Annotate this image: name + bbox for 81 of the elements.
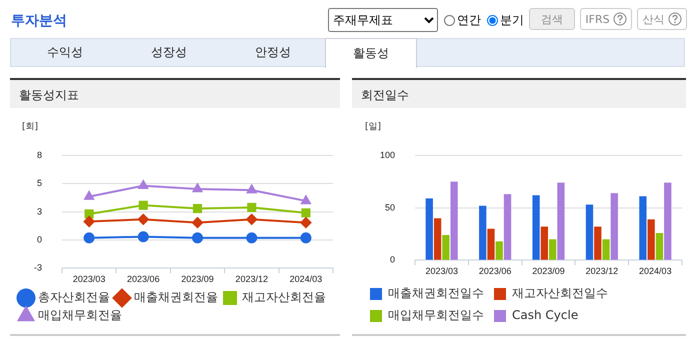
- legend-label: 매출채권회전율: [134, 290, 218, 304]
- legend-label: 매출채권회전일수: [388, 286, 484, 300]
- x-tick-label: 2023/06: [478, 266, 512, 276]
- legend-label: 재고자산회전일수: [512, 286, 608, 300]
- chart-title: 회전일수: [352, 78, 686, 108]
- bar: [532, 195, 540, 260]
- bar: [504, 194, 512, 260]
- point: [138, 180, 148, 190]
- point: [84, 232, 95, 244]
- y-tick-label: -3: [34, 262, 42, 273]
- x-tick-label: 2023/09: [181, 274, 214, 284]
- bar: [664, 182, 672, 260]
- point: [301, 195, 311, 204]
- text: 수익성: [46, 44, 84, 61]
- x-tick-label: 2023/06: [127, 274, 160, 284]
- point: [246, 232, 258, 244]
- bar: [639, 196, 647, 260]
- legend-label: 총자산회전율: [38, 290, 110, 304]
- y-axis-title: [회]: [22, 121, 38, 133]
- bar: [442, 235, 450, 260]
- y-tick-label: 3: [36, 206, 42, 216]
- legend-label: 매입채무회전율: [38, 308, 122, 322]
- bar: [479, 206, 486, 260]
- x-tick-label: 2024/03: [639, 266, 672, 276]
- y-axis-title: [일]: [365, 121, 382, 133]
- bar: [426, 198, 433, 260]
- text: 연간: [456, 12, 481, 28]
- point: [84, 209, 94, 219]
- point: [84, 216, 95, 228]
- text: 주재무제표: [328, 8, 438, 32]
- legend-label: 매입채무회전일수: [388, 308, 484, 322]
- y-tick-label: 0: [390, 254, 396, 265]
- text: 투자분석: [11, 12, 67, 30]
- point: [300, 217, 312, 228]
- point: [138, 200, 148, 210]
- x-tick-label: 2023/12: [235, 274, 268, 284]
- point: [138, 231, 149, 242]
- y-tick-label: 100: [380, 150, 396, 160]
- x-tick-label: 2023/03: [425, 266, 458, 276]
- bar: [656, 232, 664, 260]
- x-tick-label: 2023/09: [532, 266, 565, 276]
- text: IFRS: [580, 8, 632, 30]
- point: [300, 232, 312, 244]
- y-tick-label: 0: [36, 234, 42, 244]
- bar: [496, 241, 503, 260]
- x-tick-label: 2023/03: [72, 274, 106, 284]
- text: 분기: [499, 12, 524, 28]
- bar: [434, 218, 442, 260]
- y-tick-label: 50: [385, 202, 396, 212]
- bar: [540, 226, 548, 260]
- text: 성장성: [150, 44, 188, 61]
- bar: [450, 182, 458, 260]
- point: [192, 217, 203, 228]
- point: [192, 204, 202, 214]
- bar: [648, 219, 655, 260]
- y-tick-label: 5: [36, 178, 42, 188]
- point: [301, 208, 310, 218]
- text: 안정성: [254, 44, 292, 61]
- point: [247, 202, 256, 212]
- bar: [594, 226, 602, 260]
- bar: [557, 182, 565, 260]
- text: 산식: [637, 8, 687, 30]
- text: 활동성: [325, 38, 417, 68]
- bar: [549, 239, 556, 260]
- point: [84, 191, 94, 200]
- point: [192, 184, 202, 192]
- chart-title: 활동성지표: [10, 78, 340, 108]
- point: [138, 214, 149, 225]
- y-tick-label: 8: [36, 150, 42, 160]
- legend-label: 재고자산회전율: [242, 290, 326, 304]
- point: [246, 214, 258, 225]
- x-tick-label: 2023/12: [586, 266, 618, 276]
- point: [192, 232, 203, 244]
- bar: [610, 193, 618, 260]
- x-tick-label: 2024/03: [290, 274, 322, 284]
- text: 검색: [529, 8, 575, 30]
- bar: [602, 239, 610, 260]
- bar: [586, 204, 594, 260]
- legend-label: Cash Cycle: [512, 308, 578, 322]
- point: [246, 184, 257, 194]
- bar: [487, 228, 495, 260]
